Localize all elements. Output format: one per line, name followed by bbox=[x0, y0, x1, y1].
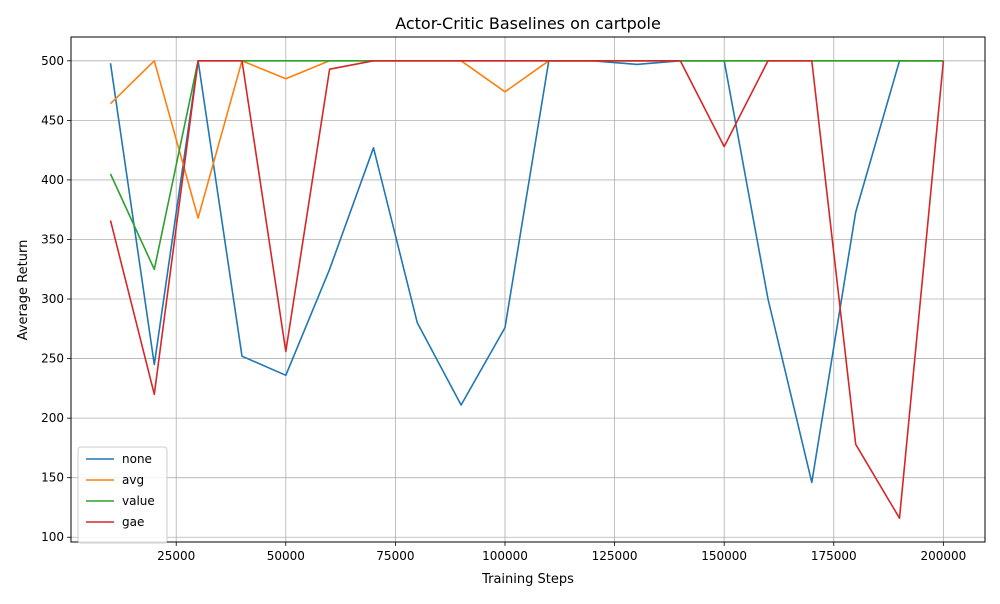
y-tick-label: 450 bbox=[41, 113, 64, 127]
x-tick-label: 200000 bbox=[920, 549, 966, 563]
grid bbox=[71, 37, 985, 542]
x-tick-label: 25000 bbox=[157, 549, 195, 563]
legend: none avg value gae bbox=[77, 446, 168, 544]
series-line-none bbox=[109, 59, 944, 484]
x-tick-label: 75000 bbox=[376, 549, 414, 563]
x-tick-label: 175000 bbox=[811, 549, 857, 563]
plot-series bbox=[109, 59, 945, 520]
y-tick-label: 100 bbox=[41, 530, 64, 544]
plot-frame bbox=[70, 36, 986, 543]
axis-ticks: 25000 50000 75000 100000 125000 150000 175000 2… bbox=[41, 54, 966, 563]
y-tick-label: 300 bbox=[41, 292, 64, 306]
chart-title: Actor-Critic Baselines on cartpole bbox=[395, 14, 661, 33]
y-axis-label: Average Return bbox=[16, 240, 31, 341]
y-tick-label: 250 bbox=[41, 352, 64, 366]
legend-label-avg: avg bbox=[122, 473, 144, 487]
y-tick-label: 200 bbox=[41, 411, 64, 425]
y-tick-label: 500 bbox=[41, 54, 64, 68]
x-tick-label: 125000 bbox=[592, 549, 638, 563]
x-axis-label: Training Steps bbox=[481, 572, 574, 587]
x-tick-label: 150000 bbox=[701, 549, 747, 563]
x-tick-label: 50000 bbox=[267, 549, 305, 563]
y-tick-label: 350 bbox=[41, 232, 64, 246]
legend-label-none: none bbox=[122, 452, 152, 466]
x-tick-label: 100000 bbox=[482, 549, 528, 563]
legend-label-gae: gae bbox=[122, 515, 144, 529]
y-tick-label: 400 bbox=[41, 173, 64, 187]
legend-box bbox=[77, 446, 168, 544]
legend-label-value: value bbox=[122, 494, 155, 508]
series-line-gae bbox=[109, 59, 945, 520]
y-tick-label: 150 bbox=[41, 471, 64, 485]
